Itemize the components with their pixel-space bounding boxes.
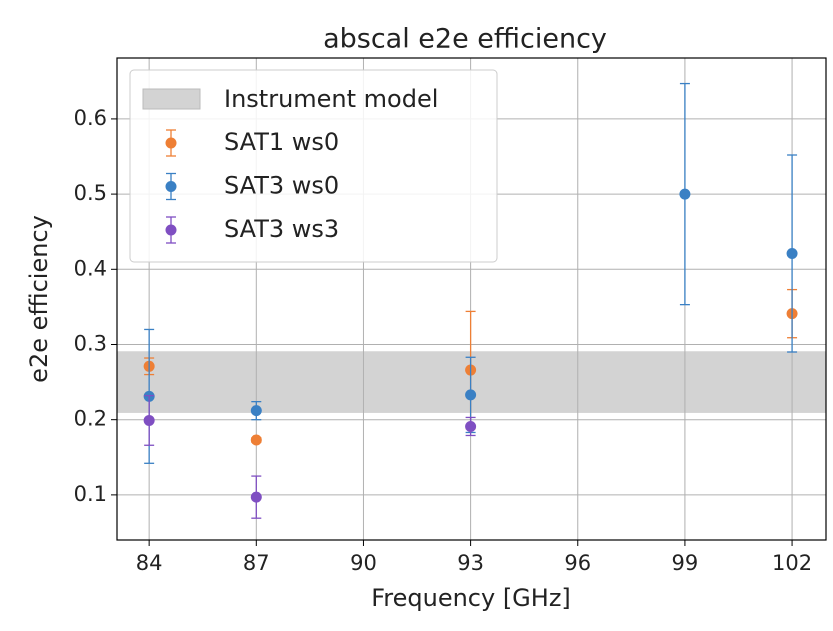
point bbox=[679, 188, 691, 200]
x-tick-label: 90 bbox=[350, 551, 377, 575]
plot-frame bbox=[116, 57, 827, 541]
x-tick-label: 93 bbox=[457, 551, 484, 575]
point bbox=[465, 420, 477, 432]
point bbox=[143, 414, 155, 426]
x-tick-label: 102 bbox=[772, 551, 812, 575]
legend-label: Instrument model bbox=[224, 85, 438, 113]
y-tick-label: 0.3 bbox=[74, 331, 107, 355]
x-axis-label: Frequency [GHz] bbox=[371, 584, 571, 612]
legend-box bbox=[129, 69, 498, 263]
y-tick-label: 0.2 bbox=[74, 407, 107, 431]
legend-marker bbox=[165, 137, 177, 149]
legend-swatch bbox=[142, 88, 201, 110]
y-tick-label: 0.1 bbox=[74, 482, 107, 506]
point bbox=[250, 405, 262, 417]
y-tick-label: 0.4 bbox=[74, 256, 107, 280]
x-tick-label: 84 bbox=[136, 551, 163, 575]
x-tick-label: 99 bbox=[672, 551, 699, 575]
x-tick-label: 87 bbox=[243, 551, 270, 575]
point bbox=[250, 434, 262, 446]
point bbox=[250, 491, 262, 503]
legend-marker bbox=[165, 224, 177, 236]
legend-marker bbox=[165, 181, 177, 192]
y-tick-label: 0.5 bbox=[74, 181, 107, 205]
y-axis-label: e2e efficiency bbox=[25, 215, 53, 383]
legend-label: SAT3 ws0 bbox=[224, 172, 339, 200]
x-tick-label: 96 bbox=[564, 551, 591, 575]
legend-label: SAT3 ws3 bbox=[224, 215, 339, 243]
band bbox=[117, 351, 826, 413]
legend-label: SAT1 ws0 bbox=[224, 128, 339, 156]
point bbox=[786, 248, 798, 260]
point bbox=[465, 389, 477, 401]
chart-title: abscal e2e efficiency bbox=[323, 24, 607, 55]
y-tick-label: 0.6 bbox=[74, 106, 107, 130]
